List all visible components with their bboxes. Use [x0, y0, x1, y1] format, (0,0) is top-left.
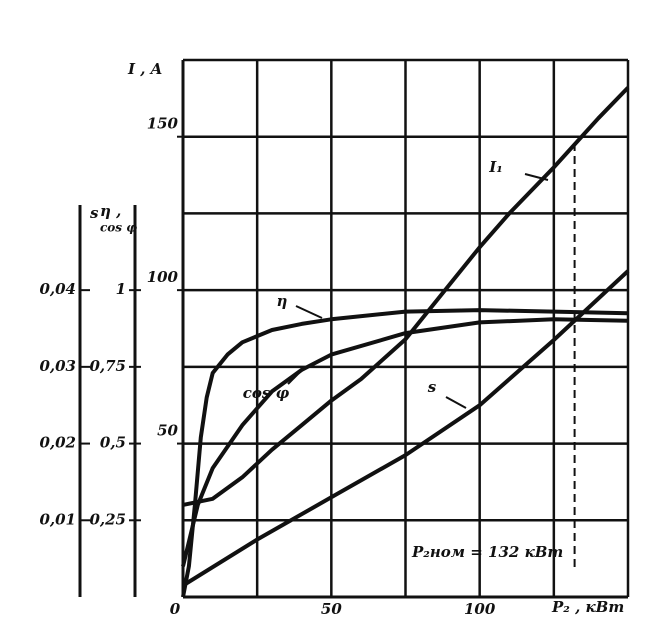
nominal-label: P₂ном = 132 кВт [411, 543, 563, 561]
y3-axis-label: s [90, 204, 99, 222]
y2-tick-label: 0,75 [89, 357, 126, 375]
series-label: cos φ [243, 384, 290, 402]
y2-tick-label: 0,25 [89, 510, 126, 528]
y3-tick-label: 0,03 [39, 357, 76, 375]
y2-axis-label: η , [100, 202, 121, 220]
label-leader [295, 305, 323, 319]
y2-tick-label: 0,5 [100, 434, 126, 452]
series-label: I₁ [488, 158, 503, 176]
y-tick-label: 150 [147, 115, 179, 133]
y-tick-label: 50 [157, 422, 178, 440]
y2-tick-label: 1 [116, 280, 126, 298]
label-leader [287, 369, 303, 385]
x-tick-label: 100 [464, 600, 496, 618]
series-line [181, 308, 629, 598]
y-tick-label: 100 [147, 268, 179, 286]
y-axis-label: I , A [127, 60, 162, 78]
y3-tick-label: 0,04 [39, 280, 76, 298]
series-label: s [428, 378, 437, 396]
label-leader [524, 173, 549, 181]
x-tick-label: 0 [170, 600, 181, 618]
x-axis-label: P₂ , кВт [551, 598, 624, 616]
y3-tick-label: 0,02 [39, 434, 76, 452]
label-leader [445, 396, 467, 409]
y2-axis-label: cos φ [100, 221, 137, 235]
series-label: η [277, 292, 288, 310]
series-line [182, 86, 630, 507]
series-line [181, 269, 630, 588]
y3-tick-label: 0,01 [39, 510, 76, 528]
x-tick-label: 50 [321, 600, 342, 618]
